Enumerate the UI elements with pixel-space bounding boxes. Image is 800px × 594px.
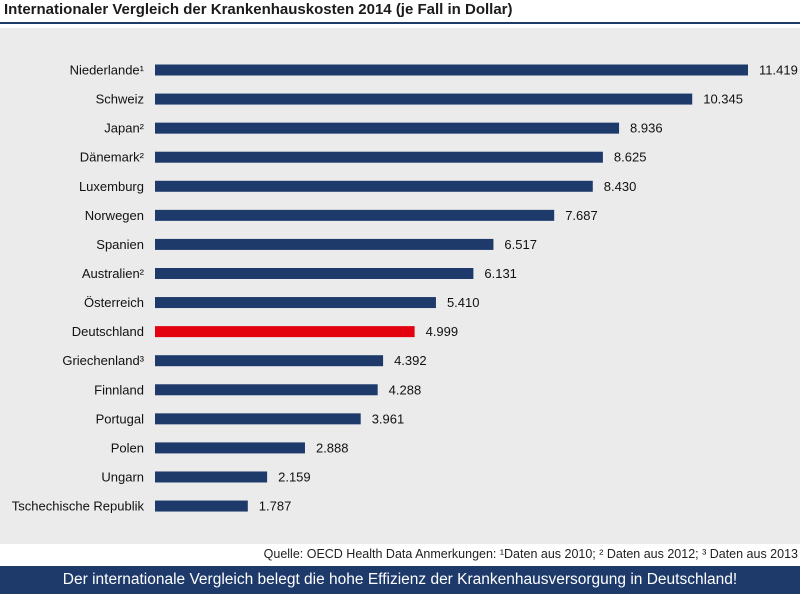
category-label-luxemburg: Luxemburg	[79, 179, 144, 194]
bar-chart: Niederlande¹ 11.419 Schweiz 10.345 Japan² 8.9…	[12, 63, 798, 514]
value-label-japan: 8.936	[630, 121, 663, 136]
value-label-luxemburg: 8.430	[604, 179, 637, 194]
value-label-schweiz: 10.345	[703, 92, 743, 107]
category-label-japan: Japan²	[104, 121, 144, 136]
value-label-ungarn: 2.159	[278, 469, 311, 484]
category-label-schweiz: Schweiz	[96, 92, 144, 107]
bar-ungarn	[155, 471, 268, 483]
value-label-deutschland: 4.999	[426, 324, 459, 339]
bar-luxemburg	[155, 180, 593, 192]
category-label-osterreich: Österreich	[84, 295, 144, 310]
value-label-osterreich: 5.410	[447, 295, 480, 310]
value-label-norwegen: 7.687	[565, 208, 598, 223]
bar-schweiz	[155, 93, 693, 105]
value-label-australien: 6.131	[484, 266, 517, 281]
value-label-niederlande: 11.419	[759, 63, 798, 78]
chart-title: Internationaler Vergleich der Krankenhau…	[4, 1, 513, 18]
bar-spanien	[155, 238, 494, 250]
value-label-tschechische-republik: 1.787	[259, 499, 292, 514]
value-label-griechenland: 4.392	[394, 353, 427, 368]
bar-deutschland	[155, 326, 415, 338]
bar-finnland	[155, 384, 378, 396]
value-label-polen: 2.888	[316, 440, 349, 455]
bar-niederlande	[155, 64, 748, 76]
conclusion-banner: Der internationale Vergleich belegt die …	[0, 566, 800, 594]
bar-japan	[155, 122, 620, 134]
title-divider	[0, 22, 800, 24]
category-label-danemark: Dänemark²	[80, 150, 145, 165]
bar-polen	[155, 442, 305, 454]
category-label-polen: Polen	[111, 440, 144, 455]
bar-danemark	[155, 151, 603, 163]
category-label-griechenland: Griechenland³	[62, 353, 144, 368]
bar-portugal	[155, 413, 361, 425]
category-label-spanien: Spanien	[96, 237, 144, 252]
category-label-finnland: Finnland	[94, 382, 144, 397]
category-label-deutschland: Deutschland	[72, 324, 144, 339]
source-note: Quelle: OECD Health Data Anmerkungen: ¹D…	[263, 547, 798, 561]
bar-norwegen	[155, 209, 555, 221]
bar-griechenland	[155, 355, 384, 367]
category-label-portugal: Portugal	[96, 411, 145, 426]
category-label-tschechische-republik: Tschechische Republik	[12, 499, 145, 514]
category-label-ungarn: Ungarn	[101, 469, 144, 484]
category-label-australien: Australien²	[82, 266, 145, 281]
bar-australien	[155, 267, 474, 279]
value-label-spanien: 6.517	[504, 237, 537, 252]
value-label-portugal: 3.961	[372, 411, 405, 426]
bar-osterreich	[155, 297, 436, 309]
value-label-finnland: 4.288	[389, 382, 422, 397]
value-label-danemark: 8.625	[614, 150, 647, 165]
bar-tschechische-republik	[155, 500, 248, 512]
chart-area: Niederlande¹ 11.419 Schweiz 10.345 Japan² 8.9…	[0, 28, 800, 544]
category-label-niederlande: Niederlande¹	[70, 63, 145, 78]
category-label-norwegen: Norwegen	[85, 208, 144, 223]
